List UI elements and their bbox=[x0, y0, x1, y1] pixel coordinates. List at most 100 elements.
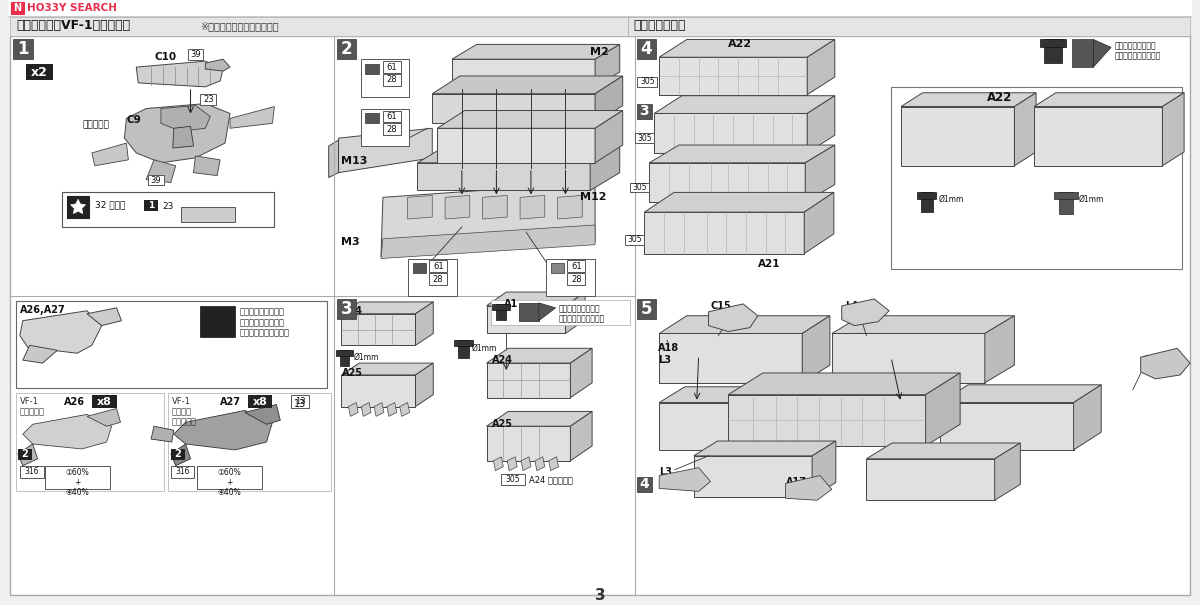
Polygon shape bbox=[941, 385, 1102, 402]
Text: A25: A25 bbox=[342, 368, 362, 378]
Text: 305: 305 bbox=[640, 77, 655, 87]
Polygon shape bbox=[535, 457, 545, 471]
Polygon shape bbox=[570, 411, 592, 461]
Polygon shape bbox=[985, 316, 1014, 383]
Polygon shape bbox=[728, 394, 925, 446]
Text: M13: M13 bbox=[342, 156, 368, 166]
Bar bbox=[170, 449, 185, 460]
Polygon shape bbox=[23, 414, 112, 449]
Polygon shape bbox=[1034, 106, 1163, 166]
Text: 305: 305 bbox=[628, 235, 642, 244]
Text: 5: 5 bbox=[641, 300, 652, 318]
Text: 316: 316 bbox=[175, 467, 190, 476]
Text: M3: M3 bbox=[342, 237, 360, 247]
Bar bbox=[1054, 192, 1078, 199]
Polygon shape bbox=[654, 114, 808, 153]
Polygon shape bbox=[432, 94, 595, 123]
Polygon shape bbox=[649, 163, 805, 202]
Bar bbox=[497, 304, 506, 319]
Bar bbox=[16, 301, 326, 388]
Polygon shape bbox=[193, 156, 220, 175]
Polygon shape bbox=[866, 443, 1020, 459]
Polygon shape bbox=[432, 76, 623, 94]
Bar bbox=[1044, 39, 1062, 63]
Polygon shape bbox=[380, 183, 595, 257]
Bar bbox=[1040, 39, 1066, 47]
Bar bbox=[568, 273, 586, 285]
Bar bbox=[1058, 192, 1073, 214]
Text: A1: A1 bbox=[504, 299, 518, 309]
Polygon shape bbox=[342, 314, 415, 345]
Polygon shape bbox=[482, 195, 508, 219]
Text: N: N bbox=[13, 3, 22, 13]
Polygon shape bbox=[361, 402, 371, 416]
Polygon shape bbox=[644, 192, 834, 212]
Polygon shape bbox=[558, 195, 582, 219]
Bar bbox=[361, 108, 408, 146]
Text: VF-1
バルキリー: VF-1 バルキリー bbox=[20, 397, 44, 416]
Polygon shape bbox=[595, 111, 623, 163]
Polygon shape bbox=[659, 39, 835, 57]
Text: x2: x2 bbox=[31, 65, 48, 79]
Bar bbox=[11, 2, 24, 14]
Polygon shape bbox=[925, 373, 960, 446]
Bar bbox=[892, 87, 1182, 269]
Polygon shape bbox=[348, 402, 359, 416]
Bar bbox=[170, 466, 194, 477]
Polygon shape bbox=[941, 402, 1074, 450]
Polygon shape bbox=[170, 444, 191, 466]
Polygon shape bbox=[995, 443, 1020, 500]
Text: HO33Y SEARCH: HO33Y SEARCH bbox=[26, 3, 116, 13]
Text: A26,A27: A26,A27 bbox=[20, 305, 66, 315]
Polygon shape bbox=[708, 304, 758, 332]
Polygon shape bbox=[1014, 93, 1036, 166]
Bar bbox=[10, 17, 628, 36]
Bar bbox=[430, 273, 448, 285]
Bar bbox=[365, 64, 379, 74]
Polygon shape bbox=[804, 192, 834, 253]
Polygon shape bbox=[173, 126, 193, 148]
Polygon shape bbox=[452, 44, 619, 59]
Polygon shape bbox=[342, 375, 415, 407]
Polygon shape bbox=[1093, 39, 1111, 67]
Text: x8: x8 bbox=[253, 396, 268, 407]
Polygon shape bbox=[728, 373, 960, 394]
Bar bbox=[625, 235, 644, 244]
Text: 305: 305 bbox=[632, 183, 647, 192]
Text: 32 または: 32 または bbox=[95, 200, 125, 209]
Text: M2: M2 bbox=[590, 47, 608, 57]
Text: 1: 1 bbox=[17, 41, 29, 58]
Text: ※ご自由にお使いください。: ※ご自由にお使いください。 bbox=[200, 21, 280, 31]
Text: M12: M12 bbox=[581, 192, 607, 203]
Polygon shape bbox=[486, 411, 592, 427]
Bar bbox=[551, 263, 564, 273]
Polygon shape bbox=[644, 212, 804, 253]
Polygon shape bbox=[161, 106, 210, 131]
Polygon shape bbox=[812, 441, 836, 497]
Polygon shape bbox=[570, 348, 592, 397]
Bar bbox=[917, 192, 936, 199]
Text: 組み立てる前に必ず
穴を開けてください。: 組み立てる前に必ず 穴を開けてください。 bbox=[1115, 41, 1162, 61]
Polygon shape bbox=[565, 292, 586, 333]
Bar bbox=[187, 50, 203, 60]
Text: A25: A25 bbox=[492, 419, 512, 430]
Bar bbox=[168, 393, 331, 491]
Polygon shape bbox=[452, 59, 595, 87]
Text: 61: 61 bbox=[433, 262, 444, 271]
Polygon shape bbox=[86, 308, 121, 325]
Text: 28: 28 bbox=[433, 275, 444, 284]
Polygon shape bbox=[486, 427, 570, 461]
Text: よく切れるカッター
ナイフで削ぐように
切り離してください。: よく切れるカッター ナイフで削ぐように 切り離してください。 bbox=[240, 308, 290, 338]
Polygon shape bbox=[151, 427, 174, 442]
Bar bbox=[383, 74, 401, 86]
Text: Ø1mm: Ø1mm bbox=[938, 194, 964, 203]
Polygon shape bbox=[329, 140, 338, 178]
Polygon shape bbox=[230, 106, 275, 128]
Polygon shape bbox=[548, 457, 558, 471]
Polygon shape bbox=[86, 408, 120, 427]
Polygon shape bbox=[866, 459, 995, 500]
Polygon shape bbox=[18, 444, 37, 466]
Text: C9: C9 bbox=[126, 116, 142, 125]
Text: 305: 305 bbox=[637, 134, 652, 143]
Polygon shape bbox=[418, 163, 590, 191]
